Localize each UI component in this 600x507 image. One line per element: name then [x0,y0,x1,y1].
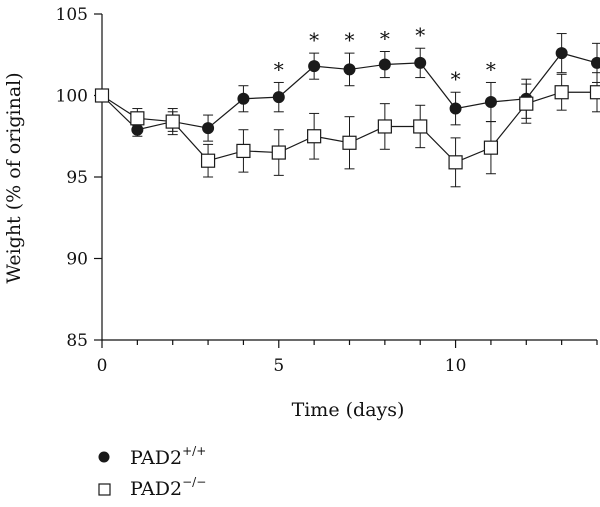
legend-label-pad2-ko: PAD2−/− [130,475,206,500]
significance-star-day-6: * [309,28,319,52]
legend-label-pad2-wt: PAD2+/+ [130,444,206,469]
series-1-point-4 [236,143,251,159]
x-axis-title: Time (days) [292,399,405,421]
axes: 85 90 95 100 105 0 5 10 [56,5,598,376]
series-1-point-11 [483,140,499,155]
series-0-point-3 [202,122,215,135]
series-1-point-14 [589,85,600,100]
significance-star-day-7: * [345,28,355,52]
legend-label-pad2-wt-sup: +/+ [182,444,206,458]
series-0-point-8 [378,58,391,71]
significance-star-day-8: * [380,26,390,50]
series-1-point-8 [377,119,392,134]
significance-star-day-9: * [415,23,425,47]
series-1-point-3 [200,153,216,168]
series-0-point-4 [237,92,250,105]
y-tick-label-85: 85 [66,331,88,351]
series-0-point-14 [591,56,600,69]
significance-markers: * * * * * * * [274,23,496,91]
series-0-point-5 [272,91,285,104]
y-tick-label-105: 105 [56,5,88,25]
legend-item-pad2-ko: PAD2−/− [98,475,206,500]
series-markers [94,47,600,170]
series-1-point-1 [130,111,145,126]
x-tick-label-5: 5 [273,356,284,376]
series-1-point-6 [307,129,322,144]
series-1-point-2 [165,114,180,129]
series-1-point-12 [519,96,534,111]
series-1-point-0 [94,88,110,103]
significance-star-day-5: * [274,57,284,81]
legend-marker-filled-circle [98,451,110,463]
x-tick-label-0: 0 [97,356,108,376]
legend-label-pad2-ko-base: PAD2 [130,478,182,500]
series-1-point-9 [413,119,428,134]
legend-label-pad2-ko-sup: −/− [182,475,206,489]
significance-star-day-10: * [451,67,461,91]
y-axis-title: Weight (% of original) [3,72,25,283]
legend-marker-open-square [98,483,111,496]
y-tick-label-90: 90 [66,250,88,270]
series-1-point-13 [554,85,569,100]
series-0-point-13 [555,47,568,60]
series-0-point-7 [343,63,356,76]
series-0-point-11 [484,96,497,109]
series-0-point-6 [308,60,321,73]
legend-label-pad2-wt-base: PAD2 [130,447,182,469]
x-tick-label-10: 10 [445,356,467,376]
y-tick-label-95: 95 [66,168,88,188]
series-1-point-7 [342,135,357,150]
legend: PAD2+/+ PAD2−/− [98,444,206,500]
significance-star-day-11: * [486,57,496,81]
series-0-point-10 [449,102,462,115]
series-1-point-10 [448,155,463,170]
series-0-point-1 [131,123,144,136]
series-0-point-9 [414,56,427,69]
legend-item-pad2-wt: PAD2+/+ [98,444,206,469]
y-tick-label-100: 100 [56,87,88,107]
series-1-point-5 [271,145,286,160]
